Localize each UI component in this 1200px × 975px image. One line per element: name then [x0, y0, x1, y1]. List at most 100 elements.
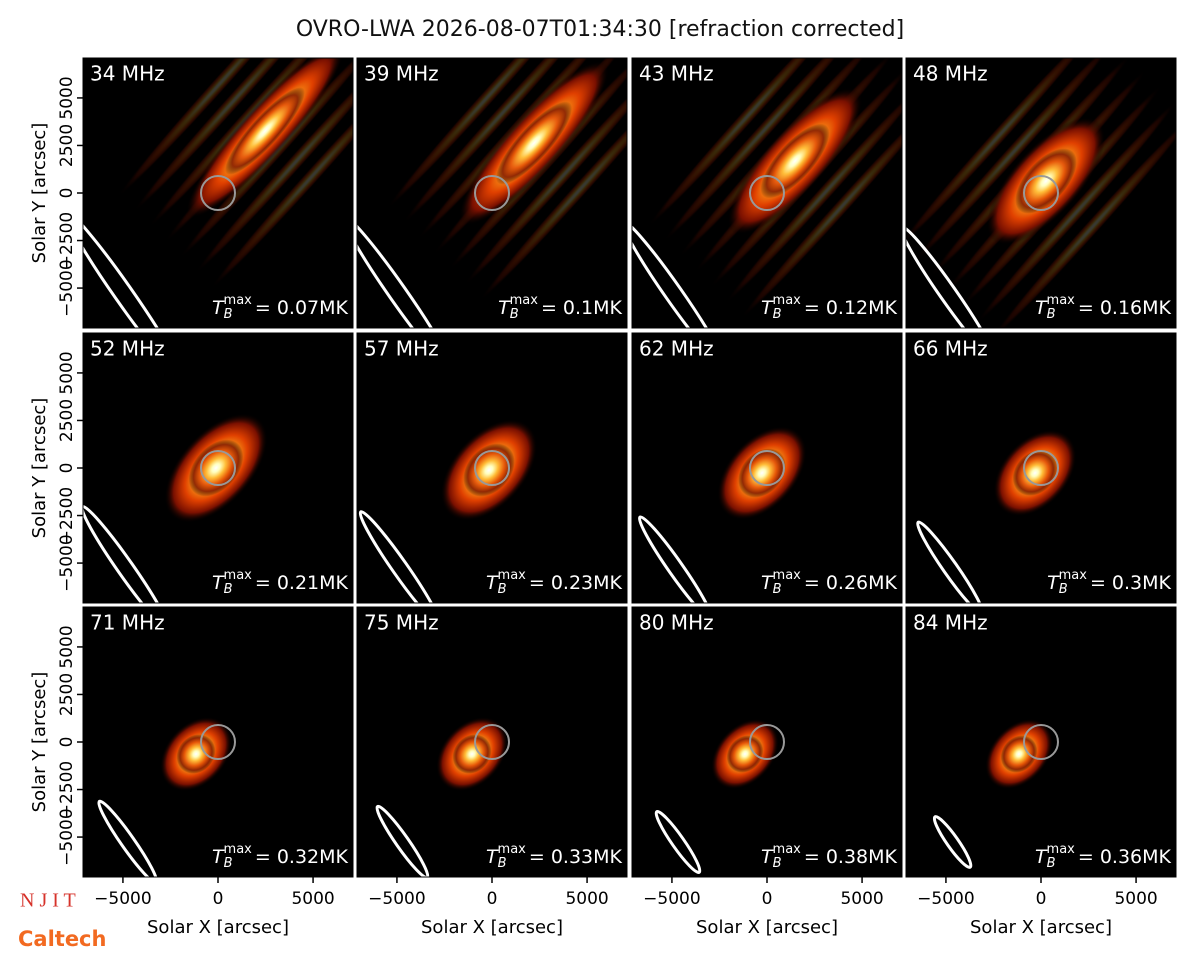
beam — [357, 214, 454, 328]
sidelobe — [740, 95, 902, 319]
panel: 39 MHz TBmax = 0.1MK — [357, 58, 627, 328]
x-tick-label: −5000 — [368, 889, 426, 909]
panel-title: 62 MHz — [639, 337, 714, 361]
x-tick-label: 5000 — [840, 889, 883, 909]
y-tick-label: 5000 — [57, 351, 77, 394]
x-tick-label: 0 — [213, 889, 224, 909]
beam — [637, 515, 714, 603]
x-axis-label: Solar X [arcsec] — [147, 917, 289, 938]
panel-frame — [631, 332, 903, 604]
emission-core — [452, 734, 492, 774]
annotation-sub: B — [1047, 307, 1056, 322]
solar-disk — [1023, 175, 1059, 211]
x-tick-label: 0 — [762, 889, 773, 909]
annotation-sub: B — [773, 856, 782, 871]
emission-core — [1015, 148, 1077, 214]
y-tick-label: −2500 — [57, 212, 77, 270]
y-axis-label: Solar Y [arcsec] — [29, 672, 50, 813]
solar-disk — [749, 175, 785, 211]
panel-title: 48 MHz — [913, 62, 988, 86]
sidelobe — [402, 58, 604, 224]
sidelobe — [387, 58, 589, 209]
sidelobe — [976, 100, 1176, 324]
annotation-symbol: T — [486, 846, 499, 868]
annotation-text: = 0.16MK — [1078, 297, 1172, 319]
annotation-symbol: T — [212, 572, 225, 594]
beam — [906, 224, 997, 328]
sidelobe — [133, 58, 335, 212]
annotation-sub: B — [498, 856, 507, 871]
panel: 75 MHz TBmax = 0.33MK — [357, 607, 627, 877]
annotation-symbol: T — [212, 846, 225, 868]
annotation-symbol: T — [1047, 572, 1060, 594]
y-tick-label: 0 — [57, 188, 77, 199]
beam — [375, 804, 430, 877]
annotation-sup: max — [1059, 568, 1088, 583]
beam — [932, 815, 973, 869]
x-tick-label: 5000 — [565, 889, 608, 909]
y-tick-label: 2500 — [57, 399, 77, 442]
panel: 62 MHz TBmax = 0.26MK — [632, 333, 902, 603]
sidelobe — [118, 58, 320, 197]
annotation-sub: B — [1047, 856, 1056, 871]
annotation-text: = 0.12MK — [804, 297, 898, 319]
annotation-sub: B — [224, 582, 233, 597]
annotation-sup: max — [773, 293, 802, 308]
x-tick-label: 5000 — [291, 889, 334, 909]
panel-frame — [356, 57, 628, 329]
figure-title: OVRO-LWA 2026-08-07T01:34:30 [refraction… — [296, 17, 904, 42]
annotation: TBmax = 0.26MK — [761, 568, 898, 597]
annotation-text: = 0.38MK — [804, 846, 898, 868]
panel-title: 75 MHz — [364, 611, 439, 635]
beam — [83, 209, 183, 328]
panel-title: 52 MHz — [90, 337, 165, 361]
panel-title: 66 MHz — [913, 337, 988, 361]
beam — [632, 219, 726, 328]
y-tick-label: −2500 — [57, 487, 77, 545]
sidelobe — [479, 77, 627, 301]
y-tick-label: 2500 — [57, 124, 77, 167]
emission-core — [1000, 735, 1038, 773]
panel: 57 MHz TBmax = 0.23MK — [357, 333, 627, 603]
solar-disk — [200, 175, 236, 211]
y-tick-label: −2500 — [57, 761, 77, 819]
sidelobe — [725, 80, 902, 304]
y-tick-label: 5000 — [57, 625, 77, 668]
annotation-symbol: T — [761, 846, 774, 868]
panel: 43 MHz TBmax = 0.12MK — [632, 58, 902, 328]
sidelobe — [906, 58, 1101, 247]
x-tick-label: 0 — [1036, 889, 1047, 909]
emission-core — [495, 101, 573, 185]
annotation: TBmax = 0.33MK — [486, 842, 623, 871]
annotation-sup: max — [224, 293, 253, 308]
panel: 71 MHz TBmax = 0.32MK — [83, 607, 353, 877]
solar-disk — [200, 724, 236, 760]
annotation-sub: B — [1059, 582, 1068, 597]
annotation-sub: B — [773, 307, 782, 322]
emission-core — [738, 448, 786, 498]
y-tick-label: −5000 — [57, 808, 77, 866]
logo: N J I T — [20, 890, 76, 912]
panel-frame — [905, 57, 1177, 329]
panel: 48 MHz TBmax = 0.16MK — [906, 58, 1176, 328]
annotation: TBmax = 0.07MK — [212, 293, 349, 322]
annotation: TBmax = 0.3MK — [1047, 568, 1171, 597]
annotation: TBmax = 0.16MK — [1035, 293, 1172, 322]
x-tick-label: −5000 — [94, 889, 152, 909]
panel-title: 39 MHz — [364, 62, 439, 86]
annotation: TBmax = 0.32MK — [212, 842, 349, 871]
solar-disk — [749, 724, 785, 760]
emission-core — [188, 439, 244, 497]
annotation-sub: B — [510, 307, 519, 322]
annotation-sub: B — [224, 856, 233, 871]
annotation-symbol: T — [1035, 297, 1048, 319]
sidelobe — [464, 62, 627, 286]
annotation-symbol: T — [212, 297, 225, 319]
annotation-sup: max — [773, 568, 802, 583]
y-tick-label: −5000 — [57, 259, 77, 317]
sidelobe — [648, 58, 850, 227]
y-tick-label: −5000 — [57, 534, 77, 592]
panel: 84 MHz TBmax = 0.36MK — [906, 607, 1176, 877]
annotation-sub: B — [773, 582, 782, 597]
